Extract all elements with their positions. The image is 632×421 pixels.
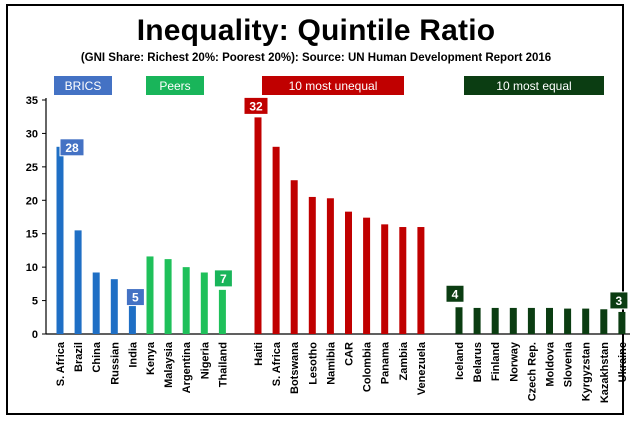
bar-nigeria [200,272,208,334]
group-label: Peers [159,79,190,93]
bar-car [345,211,352,334]
value-callout-box [213,269,233,288]
x-tick-label: Malaysia [163,341,175,388]
group-label-box [262,76,404,95]
bar-india [128,298,136,334]
value-callout-label: 28 [65,141,79,155]
x-tick-label: Panama [380,341,392,384]
bar-czech-rep- [527,307,535,334]
group-label-box [464,76,604,95]
bar-zambia [399,227,407,334]
bar-slovenia [564,308,572,334]
bar-kyrgyzstan [582,308,590,334]
bar-namibia [326,198,334,334]
x-tick-label: Zambia [398,341,410,380]
group-label: 10 most unequal [289,79,378,93]
group-label: 10 most equal [496,79,571,93]
bar-china [92,272,100,334]
value-callout-box [609,291,629,310]
x-tick-label: Czech Rep. [526,342,538,401]
x-tick-label: Kenya [145,341,157,375]
y-tick-label: 35 [26,95,38,107]
bar-argentina [182,267,190,334]
bar-thailand [218,289,226,334]
x-tick-label: Thailand [217,342,229,387]
x-tick-label: China [91,341,103,372]
y-tick-label: 30 [26,128,38,140]
bar-kazakhstan [600,309,608,334]
value-callout-box [125,288,145,307]
x-tick-label: Ukraine [617,342,629,382]
x-tick-label: S. Africa [271,341,283,386]
x-tick-label: Belarus [472,342,484,382]
x-tick-label: Nigeria [199,341,211,379]
x-tick-label: Colombia [362,341,374,392]
y-tick-label: 20 [26,195,38,207]
bar-kenya [146,256,154,334]
bar-norway [509,307,517,334]
bar-s-africa [272,146,280,334]
group-label-box [146,76,204,95]
bar-panama [381,224,389,334]
y-tick-label: 10 [26,262,38,274]
bar-s-africa [56,146,64,334]
bar-botswana [290,180,298,334]
value-callout-label: 7 [220,272,227,286]
x-tick-label: Iceland [454,342,466,380]
x-tick-label: Norway [508,341,520,382]
group-label-box [54,76,112,95]
x-tick-label: Kazakhstan [599,342,611,403]
value-callout-label: 32 [249,99,263,113]
x-tick-label: Brazil [73,342,85,372]
value-callout-label: 5 [132,291,139,305]
x-tick-label: S. Africa [55,341,67,386]
x-tick-label: Moldova [545,341,557,386]
y-tick-label: 0 [32,329,38,341]
bar-moldova [546,307,553,334]
x-tick-label: CAR [344,342,356,366]
value-callout-box [59,138,85,157]
bar-venezuela [417,227,425,334]
value-callout-label: 4 [452,287,459,301]
y-tick-label: 15 [26,229,38,241]
y-tick-label: 5 [32,296,38,308]
x-tick-label: Botswana [289,341,301,394]
x-tick-label: India [127,341,139,368]
group-label: BRICS [65,79,102,93]
bar-russian [110,279,118,334]
value-callout-box [445,284,465,303]
x-tick-label: Kyrgyzstan [581,342,593,402]
value-callout-box [243,96,269,115]
bar-lesotho [308,196,316,334]
x-tick-label: Argentina [181,341,193,393]
bar-finland [491,307,499,334]
x-tick-label: Venezuela [416,341,428,395]
bar-ukraine [618,311,626,334]
y-tick-label: 25 [26,162,38,174]
bar-malaysia [164,259,172,334]
chart-subtitle: (GNI Share: Richest 20%: Poorest 20%): S… [80,52,552,64]
bar-iceland [455,307,463,334]
x-tick-label: Russian [109,342,121,385]
bar-colombia [363,217,371,334]
bar-haiti [254,117,262,334]
x-tick-label: Haiti [253,342,265,366]
value-callout-label: 3 [616,294,623,308]
x-tick-label: Slovenia [563,341,575,387]
x-tick-label: Finland [490,342,502,381]
x-tick-label: Namibia [325,341,337,385]
bar-brazil [74,230,82,334]
bar-belarus [473,307,481,334]
x-tick-label: Lesotho [307,342,319,385]
chart-title: Inequality: Quintile Ratio [136,14,496,47]
